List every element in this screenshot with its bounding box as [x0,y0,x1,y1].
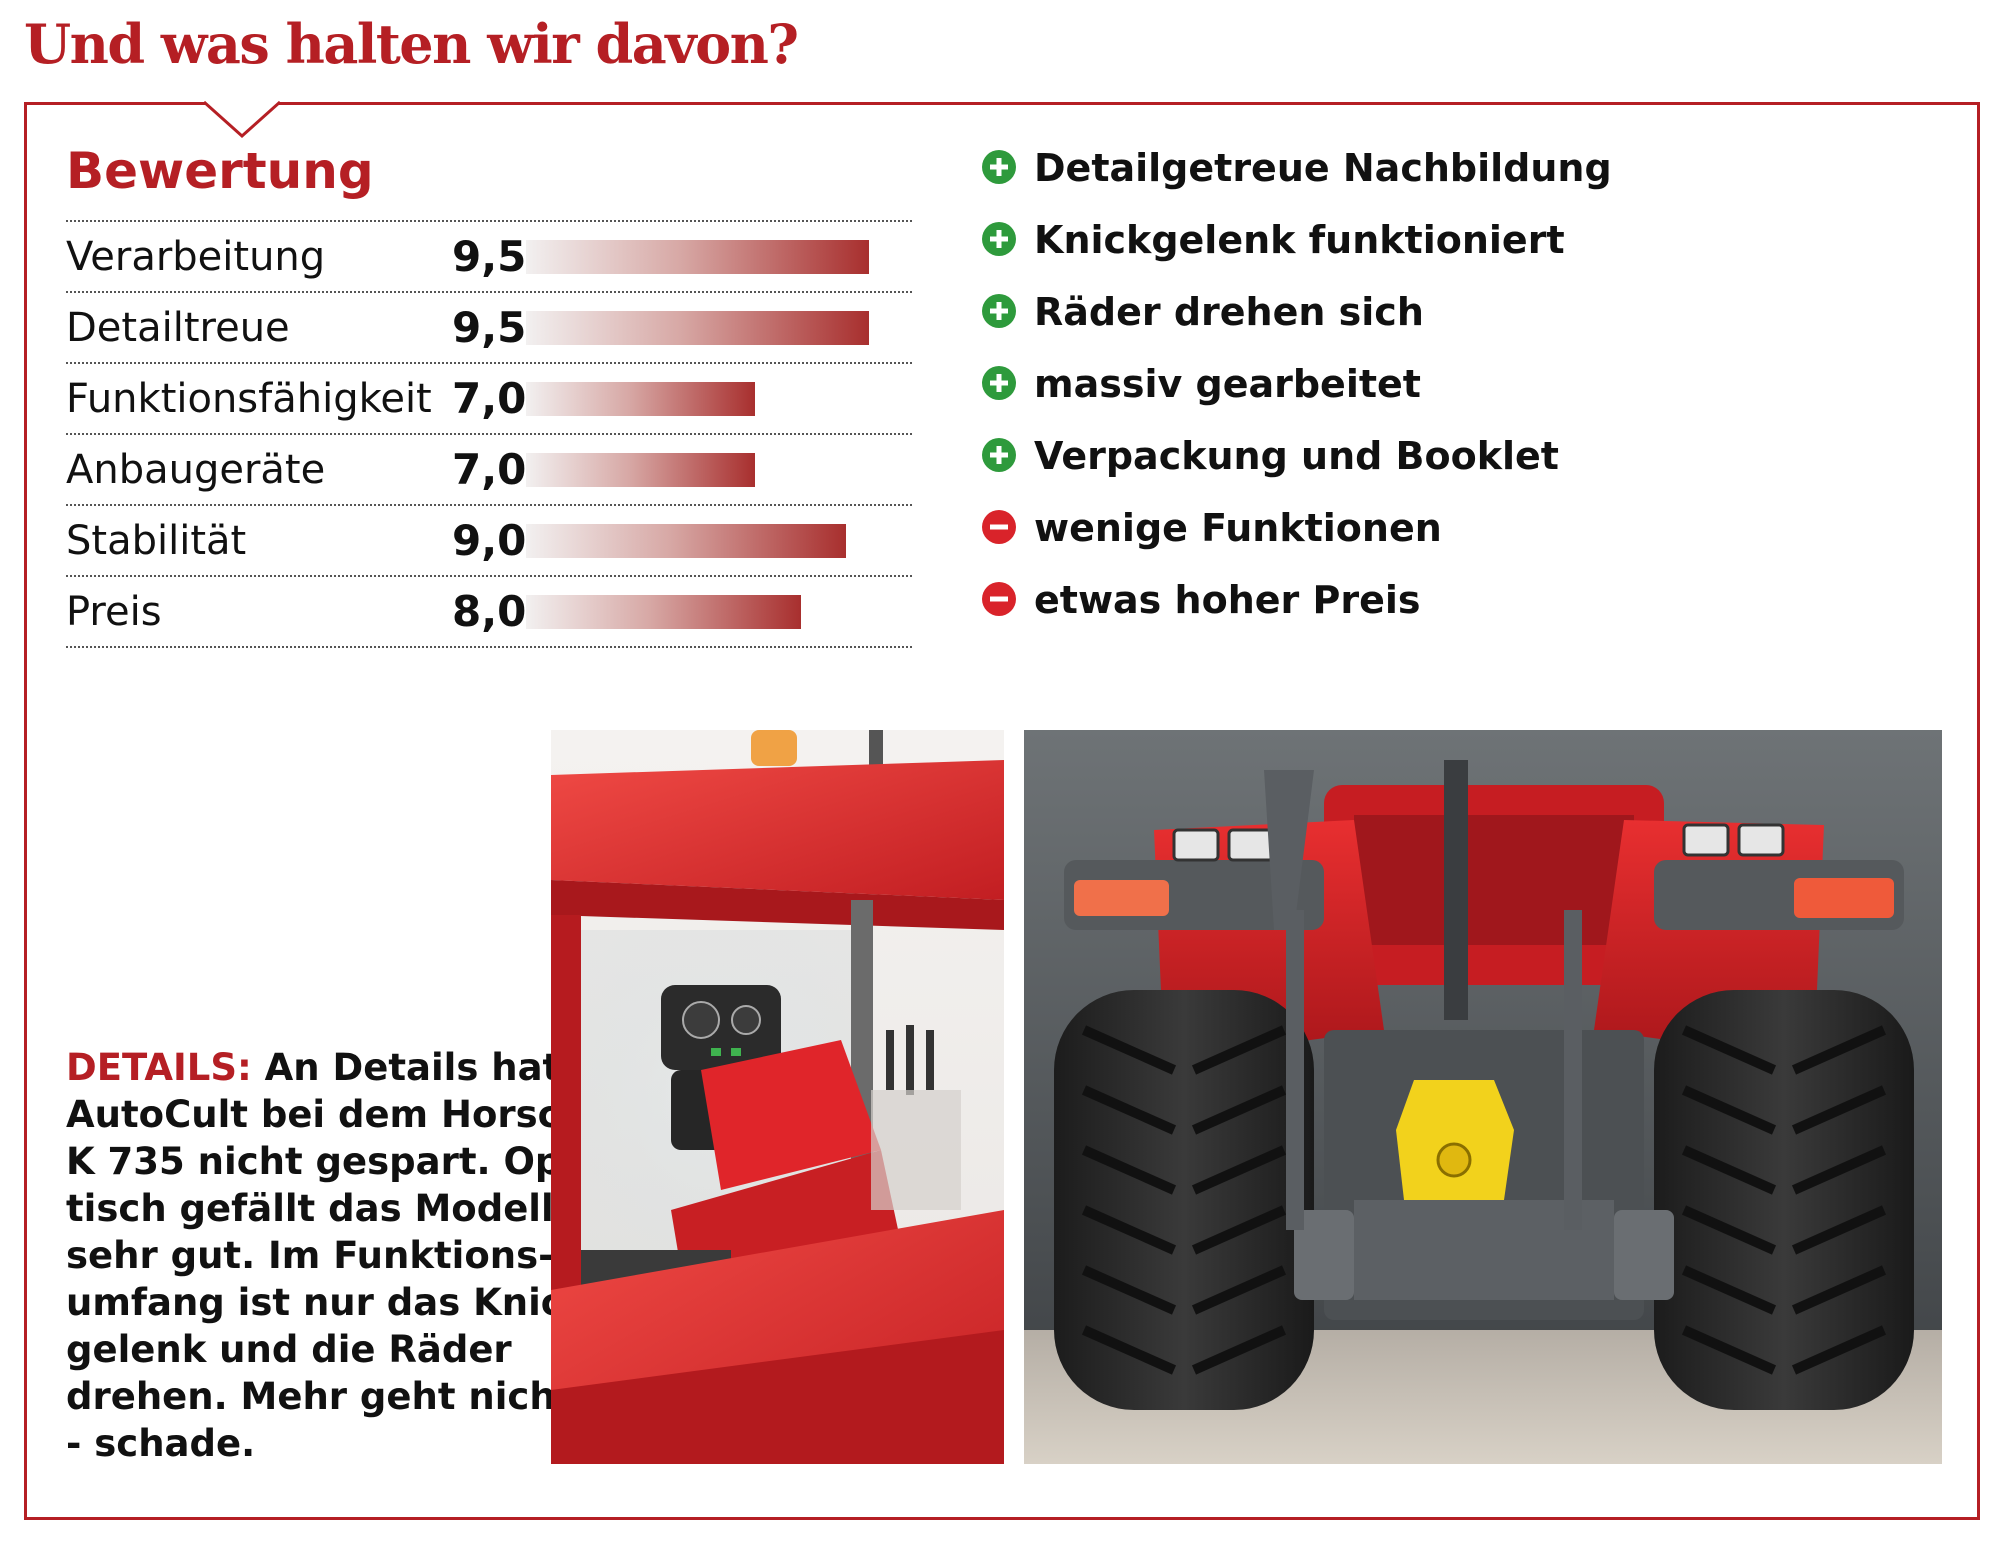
rating-score: 7,0 [452,374,527,423]
rating-bar [526,595,801,629]
rating-table: Verarbeitung 9,5 Detailtreue 9,5 Funktio… [66,220,912,648]
pro-text: Verpackung und Booklet [1034,434,1559,478]
details-line: An Details hat [251,1046,561,1089]
details-lead: DETAILS: [66,1046,252,1089]
rating-label: Preis [66,589,162,635]
review-box [24,102,1980,1520]
cab-interior-photo [551,730,1004,1464]
rating-label: Stabilität [66,518,247,564]
con-item: wenige Funktionen [982,506,1742,578]
plus-circle-icon [982,366,1016,400]
pro-item: Verpackung und Booklet [982,434,1742,506]
pro-item: Detailgetreue Nachbildung [982,146,1742,218]
details-line: umfang ist nur das Knick- [66,1281,603,1324]
rating-score: 9,5 [452,303,527,352]
details-line: - schade. [66,1422,256,1465]
details-line: gelenk und die Räder [66,1328,512,1371]
plus-circle-icon [982,438,1016,472]
rating-score: 7,0 [452,445,527,494]
rating-label: Detailtreue [66,305,290,351]
rating-score: 9,5 [452,232,527,281]
pro-text: Knickgelenk funktioniert [1034,218,1565,262]
plus-circle-icon [982,150,1016,184]
rating-bar [526,240,869,274]
rating-bar [526,453,755,487]
minus-circle-icon [982,582,1016,616]
pro-text: Detailgetreue Nachbildung [1034,146,1612,190]
rating-label: Funktionsfähigkeit [66,376,432,422]
rating-row: Funktionsfähigkeit 7,0 [66,364,912,435]
pro-text: Räder drehen sich [1034,290,1424,334]
details-line: tisch gefällt das Modell [66,1187,554,1230]
rating-row: Preis 8,0 [66,577,912,648]
pros-cons-list: Detailgetreue Nachbildung Knickgelenk fun… [982,146,1742,650]
pro-item: Räder drehen sich [982,290,1742,362]
minus-circle-icon [982,510,1016,544]
speech-notch [204,100,280,139]
rating-bar [526,382,755,416]
plus-circle-icon [982,222,1016,256]
pro-text: massiv gearbeitet [1034,362,1421,406]
rating-label: Verarbeitung [66,234,326,280]
details-line: K 735 nicht gespart. Op- [66,1140,577,1183]
rating-title: Bewertung [66,142,374,200]
rating-bar [526,311,869,345]
rating-bar [526,524,846,558]
details-line: drehen. Mehr geht nicht [66,1375,574,1418]
tractor-rear-photo [1024,730,1942,1464]
pro-item: Knickgelenk funktioniert [982,218,1742,290]
plus-circle-icon [982,294,1016,328]
headline: Und was halten wir davon? [24,12,799,76]
rating-row: Stabilität 9,0 [66,506,912,577]
rating-score: 8,0 [452,587,527,636]
details-caption: DETAILS: An Details hat AutoCult bei dem… [66,1044,603,1467]
rating-row: Anbaugeräte 7,0 [66,435,912,506]
rating-score: 9,0 [452,516,527,565]
con-text: wenige Funktionen [1034,506,1442,550]
con-item: etwas hoher Preis [982,578,1742,650]
pro-item: massiv gearbeitet [982,362,1742,434]
details-line: sehr gut. Im Funktions- [66,1234,554,1277]
rating-label: Anbaugeräte [66,447,326,493]
rating-row: Detailtreue 9,5 [66,293,912,364]
details-line: AutoCult bei dem Horsch [66,1093,586,1136]
rating-row: Verarbeitung 9,5 [66,222,912,293]
con-text: etwas hoher Preis [1034,578,1421,622]
